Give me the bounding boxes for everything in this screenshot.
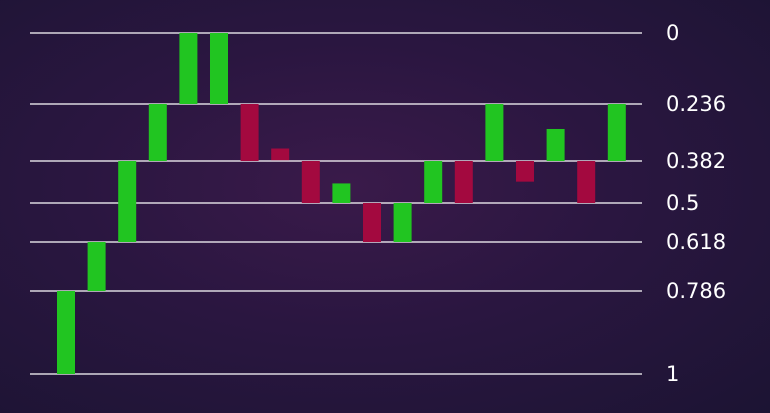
- candle-up: [607, 104, 626, 161]
- candle-down: [516, 161, 534, 182]
- candle-down: [577, 161, 596, 203]
- candle-down: [301, 161, 320, 203]
- candle-down: [363, 203, 381, 242]
- level-label: 0.382: [666, 149, 726, 173]
- candle-down: [454, 161, 473, 203]
- candle-down: [240, 104, 259, 161]
- candles: [57, 33, 626, 374]
- level-labels: 0 0.236 0.382 0.5 0.618 0.786 1: [666, 21, 726, 386]
- candle-up: [57, 291, 75, 374]
- candle-up: [424, 161, 443, 203]
- level-label: 1: [666, 362, 679, 386]
- candle-up: [210, 33, 228, 104]
- level-label: 0.236: [666, 92, 726, 116]
- candle-up: [87, 242, 106, 291]
- level-label: 0.5: [666, 191, 699, 215]
- candle-up: [179, 33, 198, 104]
- candle-up: [485, 104, 504, 161]
- candle-up: [118, 161, 137, 242]
- candle-up: [332, 183, 351, 203]
- level-label: 0.786: [666, 279, 726, 303]
- candle-up: [148, 104, 167, 161]
- candle-up: [393, 203, 412, 242]
- candle-up: [546, 128, 565, 161]
- candle-down: [271, 148, 290, 161]
- level-label: 0.618: [666, 230, 726, 254]
- level-label: 0: [666, 21, 679, 45]
